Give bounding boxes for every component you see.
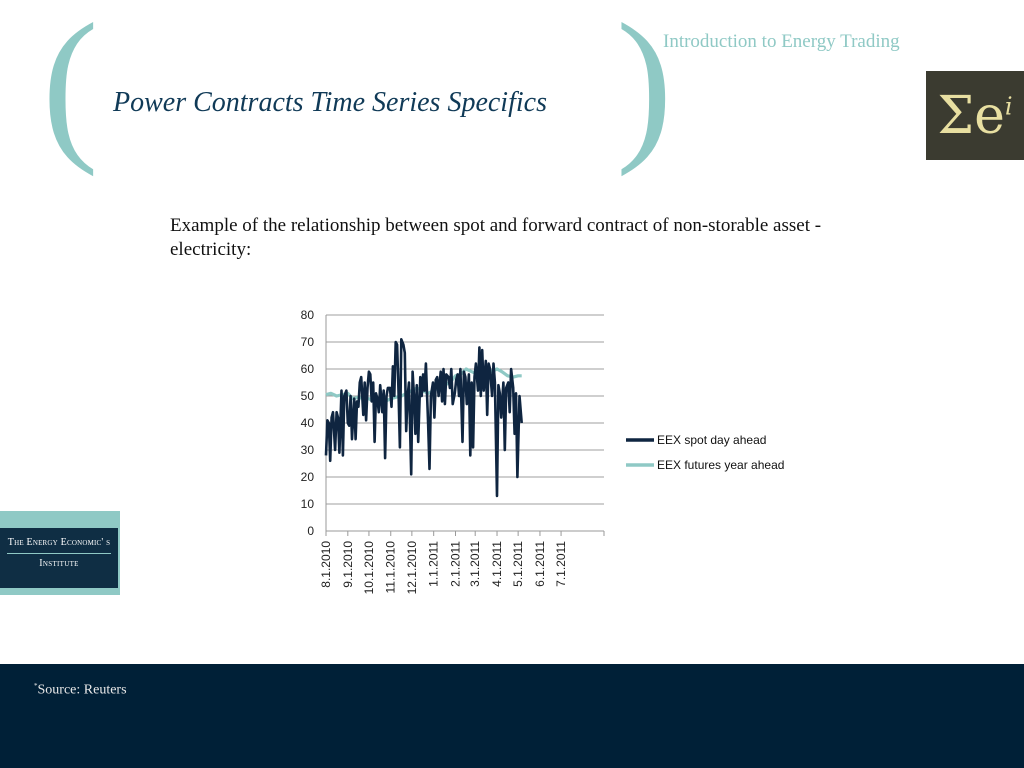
x-tick-label: 12.1.2010	[405, 541, 419, 595]
source-text: Source: Reuters	[37, 682, 127, 698]
x-tick-label: 9.1.2010	[341, 541, 355, 588]
legend-label: EEX spot day ahead	[657, 433, 766, 447]
logo: Σei	[926, 71, 1024, 160]
x-tick-label: 11.1.2010	[384, 541, 398, 594]
x-tick-label: 4.1.2011	[490, 541, 504, 587]
y-tick-label: 40	[301, 416, 315, 430]
y-tick-label: 30	[301, 443, 315, 457]
institute-divider	[7, 553, 111, 554]
y-tick-label: 50	[301, 389, 315, 403]
x-tick-label: 5.1.2011	[511, 541, 525, 587]
logo-base-text: Σe	[937, 85, 1005, 146]
x-tick-label: 7.1.2011	[554, 541, 568, 587]
course-title: Introduction to Energy Trading	[663, 31, 900, 52]
chart-series	[324, 337, 523, 498]
y-tick-label: 0	[307, 524, 314, 538]
logo-symbol: Σei	[937, 90, 1012, 142]
chart-legend: EEX spot day ahead EEX futures year ahead	[626, 433, 784, 472]
y-tick-label: 60	[301, 362, 315, 376]
slide-title: Power Contracts Time Series Specifics	[113, 87, 547, 118]
logo-superscript: i	[1004, 92, 1013, 121]
chart-axes: 0 10 20 30 40 50 60 70 80 8.1.2010 9.1.2010 10.1.20…	[301, 308, 605, 595]
x-tick-label: 6.1.2011	[533, 541, 547, 587]
footer-bar: *Source: Reuters	[0, 664, 1024, 768]
series-line-spot-day-ahead	[324, 337, 523, 498]
y-tick-label: 20	[301, 470, 315, 484]
y-tick-label: 10	[301, 497, 315, 511]
x-tick-label: 1.1.2011	[427, 541, 441, 587]
intro-text: Example of the relationship between spot…	[170, 215, 822, 260]
x-tick-label: 2.1.2011	[448, 541, 462, 587]
x-tick-label: 8.1.2010	[319, 541, 333, 588]
y-tick-label: 70	[301, 335, 315, 349]
institute-badge: The Energy Economic' s Institute	[0, 511, 120, 595]
line-chart: 0 10 20 30 40 50 60 70 80 8.1.2010 9.1.2010 10.1.20…	[301, 308, 785, 595]
right-parenthesis-decoration: )	[616, 0, 673, 177]
chart-gridlines	[326, 314, 604, 532]
y-tick-label: 80	[301, 308, 315, 322]
institute-badge-inner: The Energy Economic' s Institute	[0, 528, 118, 588]
institute-name-line2: Institute	[39, 558, 79, 569]
left-parenthesis-decoration: (	[42, 0, 99, 177]
institute-name-line1: The Energy Economic' s	[7, 537, 111, 548]
source-note: *Source: Reuters	[34, 682, 127, 699]
x-tick-label: 10.1.2010	[362, 541, 376, 595]
source-footnote-mark: *	[34, 682, 38, 690]
x-tick-label: 3.1.2011	[468, 541, 482, 587]
legend-label: EEX futures year ahead	[657, 458, 784, 472]
